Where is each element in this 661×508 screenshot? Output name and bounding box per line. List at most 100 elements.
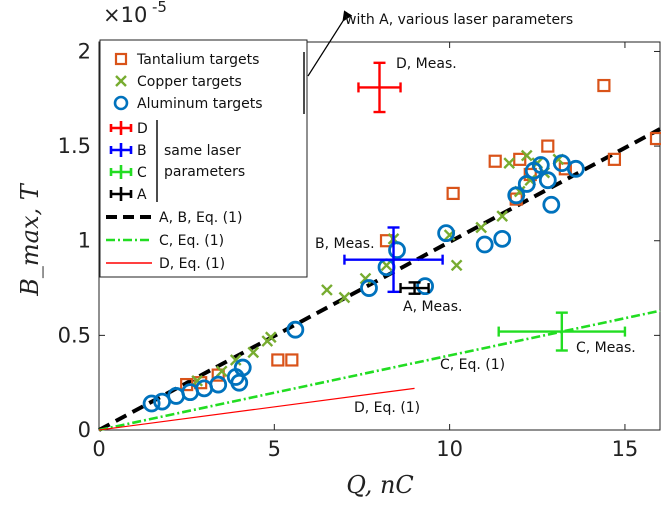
measurement-C: [497, 311, 627, 352]
label-D-meas: D, Meas.: [396, 56, 457, 72]
legend-label-B: B: [137, 143, 147, 159]
label-C-eq: C, Eq. (1): [440, 357, 505, 373]
legend-label-copper: Copper targets: [137, 74, 242, 90]
aluminum-point: [542, 195, 561, 214]
x-tick-label: 15: [612, 437, 639, 461]
x-axis-label: Q, nC: [346, 471, 414, 499]
measurement-B: [343, 226, 444, 294]
legend-marker-copper: [115, 75, 127, 87]
legend-label-Ceq: C, Eq. (1): [159, 233, 224, 249]
aluminum-point: [517, 175, 536, 193]
copper-point: [229, 354, 242, 366]
copper-point-stroke: [450, 259, 463, 272]
aluminum-point: [437, 224, 456, 243]
tantalium-point: [597, 78, 611, 93]
legend-marker-aluminum: [113, 95, 129, 111]
legend-label-Deq: D, Eq. (1): [159, 256, 225, 272]
legend-marker-tantalium: [114, 52, 128, 66]
legend-group-label-1: same laser: [164, 143, 241, 159]
copper-point-stroke: [247, 346, 260, 359]
legend-marker-B: [109, 143, 133, 157]
aluminum-point: [475, 235, 494, 254]
y-axis-label: B_max, T: [16, 182, 44, 296]
label-D-eq: D, Eq. (1): [354, 400, 420, 416]
legend-marker-D: [109, 121, 133, 135]
aluminum-point: [360, 279, 378, 297]
aluminum-point: [388, 241, 406, 260]
copper-point-stroke: [229, 354, 242, 366]
copper-point-stroke: [359, 272, 372, 285]
tantalium-point: [271, 353, 285, 367]
copper-point: [450, 259, 463, 272]
legend-marker-A: [109, 187, 133, 201]
legend-label-D: D: [137, 121, 148, 137]
copper-point-stroke: [215, 365, 228, 378]
copper-point: [496, 210, 509, 222]
copper-point: [215, 365, 228, 378]
annotation-arrow: [307, 10, 353, 77]
copper-point-stroke: [321, 284, 333, 296]
y-tick-label: 1.5: [58, 134, 91, 158]
copper-point-stroke: [338, 291, 351, 304]
y-tick-label: 2: [78, 39, 91, 63]
aluminum-point: [531, 156, 550, 174]
copper-point-stroke: [264, 331, 277, 344]
aluminum-point: [566, 159, 585, 178]
label-C-meas: C, Meas.: [576, 340, 636, 356]
copper-point: [247, 346, 260, 359]
y-tick-label: 0: [78, 418, 91, 442]
copper-point: [503, 157, 516, 169]
aluminum-point: [507, 186, 526, 205]
label-B-meas: B, Meas.: [315, 236, 375, 252]
tantalium-point: [488, 154, 502, 168]
copper-point: [264, 331, 277, 344]
label-A-meas: A, Meas.: [403, 299, 463, 315]
copper-point: [338, 291, 351, 304]
aluminum-point: [493, 229, 512, 248]
aluminum-point: [286, 320, 305, 339]
legend: Tantalium targets Copper targets Aluminu…: [99, 39, 308, 278]
legend-group-label-2: parameters: [164, 164, 245, 180]
aluminum-point: [233, 358, 252, 377]
copper-point: [321, 284, 333, 296]
measurement-D: [357, 61, 402, 114]
copper-point: [520, 149, 533, 162]
copper-point-stroke: [475, 221, 488, 234]
aluminum-point: [538, 171, 557, 190]
tantalium-point: [541, 139, 555, 153]
legend-label-tantalium: Tantalium targets: [136, 52, 259, 68]
legend-label-aluminum: Aluminum targets: [137, 96, 263, 112]
x-tick-label: 5: [268, 437, 281, 461]
y-tick-label: 1: [78, 229, 91, 253]
tantalium-point: [607, 152, 622, 166]
legend-box: [99, 39, 308, 278]
legend-label-A: A: [137, 187, 147, 203]
copper-point: [475, 221, 488, 234]
tantalium-point: [285, 353, 299, 367]
y-exponent-base: ×10: [103, 3, 147, 27]
aluminum-point: [416, 277, 434, 296]
copper-point-stroke: [503, 157, 516, 169]
legend-label-AB: A, B, Eq. (1): [159, 210, 242, 226]
tantalium-point: [558, 162, 572, 176]
tantalium-point: [649, 131, 661, 146]
tick-group: 0 5 10 15 0 0.5 1 1.5 2: [58, 39, 660, 461]
copper-point-stroke: [496, 210, 509, 222]
aluminum-point: [142, 394, 161, 413]
tantalium-point: [446, 186, 460, 201]
y-tick-label: 0.5: [58, 323, 91, 347]
measurement-A: [399, 281, 430, 295]
y-exponent-power: -5: [152, 0, 167, 16]
data-points: [142, 78, 661, 413]
x-tick-label: 10: [436, 437, 463, 461]
legend-marker-C: [109, 165, 133, 179]
annotation-top: with A, various laser parameters: [345, 12, 573, 28]
aluminum-point: [209, 375, 228, 394]
measurement-points: [343, 61, 627, 352]
copper-point-stroke: [513, 185, 526, 198]
copper-point-stroke: [520, 149, 533, 162]
tantalium-point: [211, 368, 225, 382]
legend-label-C: C: [137, 165, 147, 181]
model-line-2: [98, 387, 415, 431]
